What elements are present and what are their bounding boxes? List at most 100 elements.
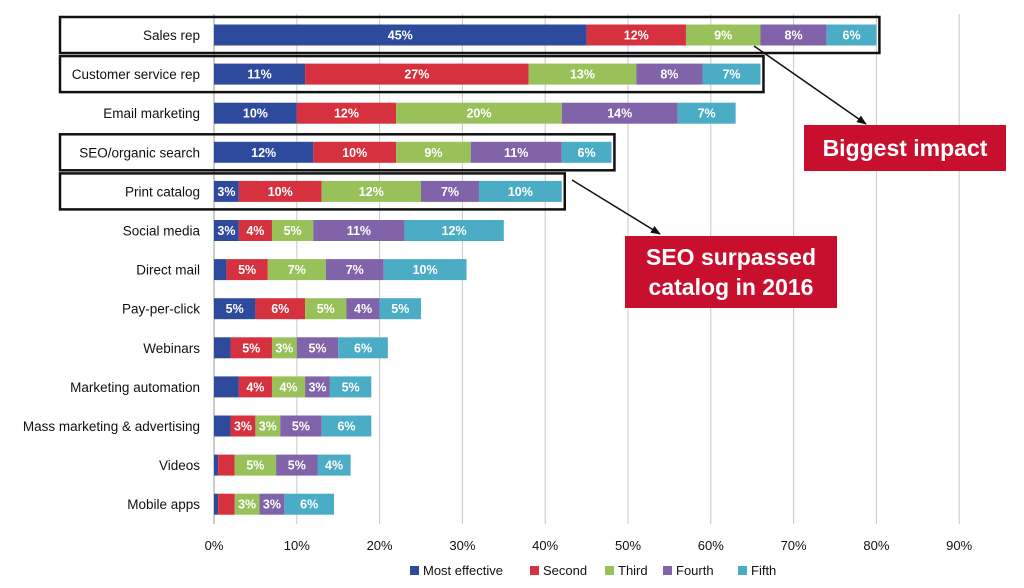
legend: Most effective Second Third Fourth Fifth bbox=[410, 563, 776, 578]
category-label-marketing-automation: Marketing automation bbox=[70, 380, 200, 395]
value-label-videos-third: 5% bbox=[246, 459, 264, 473]
bar-social-media-fifth bbox=[404, 220, 504, 241]
category-label-webinars: Webinars bbox=[143, 341, 200, 356]
bar-sales-rep-fourth bbox=[760, 24, 827, 46]
x-tick-label-0: 0% bbox=[205, 538, 224, 553]
category-label-email-marketing: Email marketing bbox=[103, 106, 200, 121]
legend-label-fifth: Fifth bbox=[751, 563, 776, 578]
value-label-webinars-fourth: 5% bbox=[308, 341, 326, 355]
value-label-marketing-automation-second: 4% bbox=[246, 380, 264, 394]
bar-pay-per-click-fourth bbox=[346, 298, 380, 320]
value-label-mass-marketing-advertising-third: 3% bbox=[259, 420, 277, 434]
value-label-customer-service-rep-third: 13% bbox=[570, 68, 595, 82]
value-label-seo-organic-search-fifth: 6% bbox=[578, 146, 596, 160]
callout-arrow-seo bbox=[571, 179, 661, 235]
value-label-mobile-apps-fifth: 6% bbox=[300, 498, 318, 512]
value-label-email-marketing-most-effective: 10% bbox=[243, 107, 268, 121]
x-tick-label-50: 50% bbox=[615, 538, 641, 553]
value-label-sales-rep-second: 12% bbox=[624, 29, 649, 43]
callout-seo-line-2: catalog in 2016 bbox=[648, 274, 814, 300]
category-label-print-catalog: Print catalog bbox=[125, 184, 200, 199]
bar-customer-service-rep-fourth bbox=[636, 63, 703, 85]
value-label-social-media-third: 5% bbox=[284, 224, 302, 238]
legend-label-fourth: Fourth bbox=[676, 563, 714, 578]
x-tick-label-40: 40% bbox=[532, 538, 558, 553]
value-label-customer-service-rep-fourth: 8% bbox=[660, 68, 678, 82]
x-tick-label-10: 10% bbox=[284, 538, 310, 553]
bar-direct-mail-fourth bbox=[325, 259, 384, 281]
bar-email-marketing-third bbox=[396, 102, 562, 124]
callout-biggest-impact: Biggest impact bbox=[804, 125, 1006, 171]
bar-sales-rep-second bbox=[586, 24, 686, 46]
bar-sales-rep-most-effective bbox=[214, 24, 587, 46]
bar-email-marketing-fourth bbox=[561, 102, 678, 124]
category-label-mass-marketing-advertising: Mass marketing & advertising bbox=[23, 419, 200, 434]
bar-videos-most-effective bbox=[214, 454, 219, 476]
callout-arrows bbox=[571, 45, 867, 235]
highlight-box-print-catalog bbox=[58, 172, 567, 211]
x-axis-tick-labels: 0% 10% 20% 30% 40% 50% 60% 70% 80% 90% bbox=[205, 538, 973, 553]
value-label-mass-marketing-advertising-fifth: 6% bbox=[337, 420, 355, 434]
bar-print-catalog-second bbox=[238, 180, 322, 202]
value-label-social-media-fifth: 12% bbox=[442, 224, 467, 238]
highlight-box-seo-organic-search bbox=[58, 133, 616, 172]
bar-mass-marketing-advertising-most-effective bbox=[214, 415, 231, 437]
bar-sales-rep-fifth bbox=[826, 24, 877, 46]
bar-email-marketing-most-effective bbox=[214, 102, 297, 124]
bar-direct-mail-third bbox=[267, 259, 326, 281]
value-label-mobile-apps-third: 3% bbox=[238, 498, 256, 512]
bar-pay-per-click-fifth bbox=[379, 298, 421, 320]
legend-swatch-second bbox=[530, 566, 539, 575]
bar-customer-service-rep-third bbox=[528, 63, 637, 85]
value-label-seo-organic-search-most-effective: 12% bbox=[251, 146, 276, 160]
category-label-mobile-apps: Mobile apps bbox=[127, 497, 200, 512]
bar-print-catalog-third bbox=[321, 180, 421, 202]
bar-videos-fifth bbox=[317, 454, 351, 476]
value-label-mass-marketing-advertising-fourth: 5% bbox=[292, 420, 310, 434]
value-label-social-media-second: 4% bbox=[246, 224, 264, 238]
callout-seo-surpassed: SEO surpassed catalog in 2016 bbox=[625, 236, 837, 308]
bar-webinars-second bbox=[230, 337, 272, 359]
highlight-box-sales-rep bbox=[58, 15, 881, 55]
bar-direct-mail-fifth bbox=[383, 259, 467, 281]
bar-social-media-third bbox=[271, 220, 314, 241]
value-label-seo-organic-search-second: 10% bbox=[342, 146, 367, 160]
legend-label-second: Second bbox=[543, 563, 587, 578]
value-label-print-catalog-fifth: 10% bbox=[508, 185, 533, 199]
bar-marketing-automation-fifth bbox=[329, 376, 372, 398]
bar-mobile-apps-third bbox=[234, 493, 260, 515]
x-tick-label-60: 60% bbox=[698, 538, 724, 553]
bar-social-media-second bbox=[238, 220, 272, 241]
bar-marketing-automation-most-effective bbox=[214, 376, 239, 398]
value-label-customer-service-rep-fifth: 7% bbox=[722, 68, 740, 82]
value-label-mass-marketing-advertising-second: 3% bbox=[234, 420, 252, 434]
value-label-print-catalog-fourth: 7% bbox=[441, 185, 459, 199]
value-label-seo-organic-search-third: 9% bbox=[424, 146, 442, 160]
bar-marketing-automation-fourth bbox=[305, 376, 330, 398]
highlight-box-customer-service-rep bbox=[58, 54, 765, 94]
bar-customer-service-rep-second bbox=[305, 63, 529, 85]
value-label-sales-rep-most-effective: 45% bbox=[388, 29, 413, 43]
category-label-sales-rep: Sales rep bbox=[143, 28, 200, 43]
bar-social-media-fourth bbox=[313, 220, 405, 241]
bar-seo-organic-search-second bbox=[313, 141, 397, 163]
value-label-mobile-apps-fourth: 3% bbox=[263, 498, 281, 512]
category-label-seo-organic-search: SEO/organic search bbox=[79, 145, 200, 160]
bar-mobile-apps-second bbox=[218, 493, 235, 515]
value-label-sales-rep-fourth: 8% bbox=[785, 29, 803, 43]
bar-mobile-apps-fifth bbox=[284, 493, 335, 515]
x-tick-label-30: 30% bbox=[449, 538, 475, 553]
bar-customer-service-rep-fifth bbox=[702, 63, 761, 85]
value-label-email-marketing-fourth: 14% bbox=[607, 107, 632, 121]
value-label-seo-organic-search-fourth: 11% bbox=[504, 146, 528, 160]
bar-webinars-third bbox=[271, 337, 297, 359]
value-label-pay-per-click-most-effective: 5% bbox=[226, 302, 244, 316]
value-label-webinars-fifth: 6% bbox=[354, 341, 372, 355]
bar-email-marketing-second bbox=[296, 102, 397, 124]
bar-sales-rep-third bbox=[685, 24, 761, 46]
bar-pay-per-click-third bbox=[305, 298, 347, 320]
category-label-social-media: Social media bbox=[123, 224, 201, 239]
bar-mobile-apps-most-effective bbox=[214, 493, 219, 515]
bar-email-marketing-fifth bbox=[677, 102, 736, 124]
value-label-print-catalog-second: 10% bbox=[268, 185, 293, 199]
